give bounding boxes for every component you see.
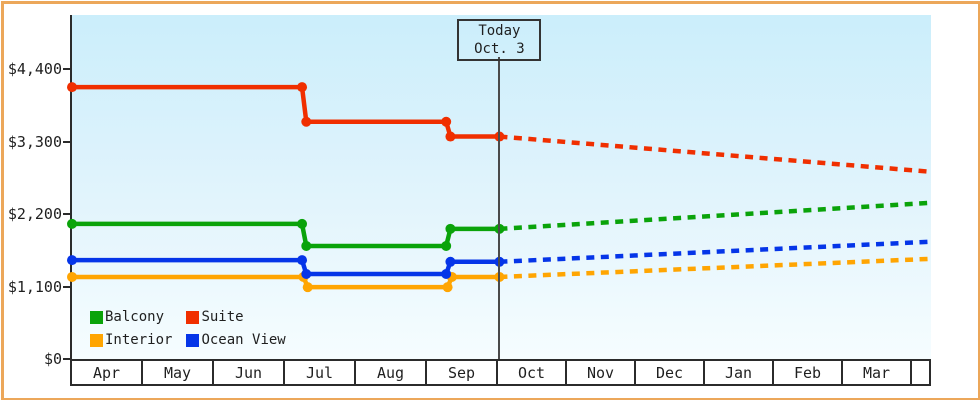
y-axis-tick-label: $1,100 <box>0 279 71 295</box>
month-cell: Apr <box>72 361 143 384</box>
today-vertical-line <box>498 57 501 359</box>
x-axis-month-row: Apr May Jun Jul Aug Sep Oct Nov Dec Jan … <box>70 359 931 386</box>
month-cell: Mar <box>843 361 912 384</box>
today-annotation-box: Today Oct. 3 <box>457 19 542 61</box>
y-axis-tick-label: $3,300 <box>0 134 71 150</box>
series-line-ocean-view <box>72 257 500 277</box>
series-line-suite <box>72 84 500 139</box>
today-label: Today <box>478 23 521 39</box>
legend-item-balcony: Balcony <box>90 309 172 325</box>
data-point-marker-ocean-view <box>441 268 452 279</box>
month-cell: Aug <box>356 361 427 384</box>
series-line-balcony <box>72 221 500 249</box>
balcony-color-swatch <box>90 310 103 324</box>
ocean-view-color-swatch <box>186 333 200 347</box>
legend-label: Suite <box>201 309 244 325</box>
data-point-marker-ocean-view <box>297 255 308 266</box>
data-point-marker-suite <box>301 116 312 127</box>
series-forecast-ocean-view <box>499 239 932 265</box>
data-point-marker-ocean-view <box>445 256 456 267</box>
plot-background <box>72 15 931 359</box>
data-point-marker-balcony <box>301 240 312 251</box>
month-cell: Sep <box>427 361 498 384</box>
y-axis-tick-label: $2,200 <box>0 206 71 222</box>
series-forecast-suite <box>499 134 932 175</box>
month-cell: Nov <box>567 361 636 384</box>
data-point-marker-balcony <box>441 240 452 251</box>
data-point-marker-interior <box>67 271 77 282</box>
month-cell-partial <box>912 361 929 384</box>
series-line-interior <box>72 274 500 290</box>
legend-label: Ocean View <box>201 332 286 348</box>
data-point-marker-interior <box>302 282 313 293</box>
interior-color-swatch <box>90 333 103 347</box>
y-axis-tick-label: $0 <box>0 351 71 367</box>
series-forecast-balcony <box>499 200 932 232</box>
data-point-marker-ocean-view <box>67 255 77 266</box>
month-cell: Jul <box>285 361 356 384</box>
data-point-marker-balcony <box>67 218 77 229</box>
month-cell: Jun <box>214 361 285 384</box>
data-point-marker-interior <box>442 282 453 293</box>
legend-item-suite: Suite <box>186 309 285 325</box>
legend-item-ocean-view: Ocean View <box>186 332 286 348</box>
data-point-marker-balcony <box>297 218 308 229</box>
month-cell: May <box>143 361 214 384</box>
series-forecast-interior <box>499 256 932 280</box>
y-axis-tick-label: $4,400 <box>0 61 71 77</box>
month-cell: Oct <box>498 361 567 384</box>
today-date: Oct. 3 <box>474 41 525 57</box>
data-point-marker-suite <box>441 116 452 127</box>
legend-item-interior: Interior <box>90 332 172 348</box>
data-point-marker-suite <box>67 82 77 93</box>
data-point-marker-suite <box>445 131 456 142</box>
month-cell: Dec <box>636 361 705 384</box>
legend: Balcony Suite Interior Ocean View <box>90 309 286 348</box>
suite-color-swatch <box>186 310 200 324</box>
legend-label: Balcony <box>105 309 165 325</box>
month-cell: Jan <box>705 361 774 384</box>
data-point-marker-suite <box>297 82 308 93</box>
month-cell: Feb <box>774 361 843 384</box>
legend-label: Interior <box>105 332 173 348</box>
y-axis-line <box>70 15 72 362</box>
data-point-marker-balcony <box>445 223 456 234</box>
data-point-marker-ocean-view <box>301 268 312 279</box>
